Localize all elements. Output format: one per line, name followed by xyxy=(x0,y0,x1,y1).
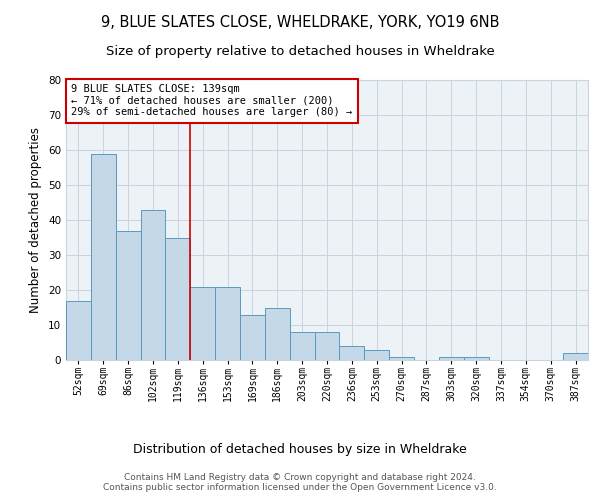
Bar xyxy=(563,353,588,360)
Bar xyxy=(314,332,340,360)
Bar xyxy=(140,210,166,360)
Bar xyxy=(389,356,414,360)
Bar xyxy=(166,238,190,360)
Bar xyxy=(265,308,290,360)
Bar xyxy=(190,286,215,360)
Y-axis label: Number of detached properties: Number of detached properties xyxy=(29,127,43,313)
Bar xyxy=(464,356,488,360)
Bar xyxy=(290,332,314,360)
Text: 9, BLUE SLATES CLOSE, WHELDRAKE, YORK, YO19 6NB: 9, BLUE SLATES CLOSE, WHELDRAKE, YORK, Y… xyxy=(101,15,499,30)
Text: Contains HM Land Registry data © Crown copyright and database right 2024.
Contai: Contains HM Land Registry data © Crown c… xyxy=(103,472,497,492)
Bar xyxy=(364,350,389,360)
Bar xyxy=(116,230,140,360)
Bar xyxy=(215,286,240,360)
Text: 9 BLUE SLATES CLOSE: 139sqm
← 71% of detached houses are smaller (200)
29% of se: 9 BLUE SLATES CLOSE: 139sqm ← 71% of det… xyxy=(71,84,352,117)
Bar xyxy=(340,346,364,360)
Bar xyxy=(66,300,91,360)
Bar xyxy=(91,154,116,360)
Bar xyxy=(439,356,464,360)
Text: Distribution of detached houses by size in Wheldrake: Distribution of detached houses by size … xyxy=(133,442,467,456)
Text: Size of property relative to detached houses in Wheldrake: Size of property relative to detached ho… xyxy=(106,45,494,58)
Bar xyxy=(240,314,265,360)
